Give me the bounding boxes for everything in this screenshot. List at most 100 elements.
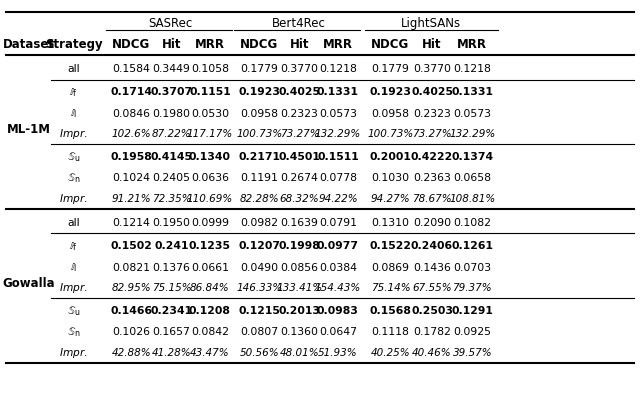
Text: 0.1657: 0.1657: [152, 327, 191, 337]
Text: MRR: MRR: [458, 38, 487, 51]
Text: LightSANs: LightSANs: [401, 16, 461, 30]
Text: 0.0982: 0.0982: [240, 218, 278, 228]
Text: 75.15%: 75.15%: [152, 283, 191, 293]
Text: 0.0778: 0.0778: [319, 173, 357, 183]
Text: 41.28%: 41.28%: [152, 348, 191, 358]
Text: 72.35%: 72.35%: [152, 194, 191, 204]
Text: 0.1151: 0.1151: [189, 88, 231, 97]
Text: 0.0999: 0.0999: [191, 218, 229, 228]
Text: 42.88%: 42.88%: [111, 348, 151, 358]
Text: 82.28%: 82.28%: [239, 194, 279, 204]
Text: 0.1466: 0.1466: [110, 306, 152, 316]
Text: Hit: Hit: [162, 38, 181, 51]
Text: all: all: [67, 64, 80, 74]
Text: 154.43%: 154.43%: [315, 283, 361, 293]
Text: 0.2341: 0.2341: [150, 306, 193, 316]
Text: 0.0703: 0.0703: [453, 263, 492, 272]
Text: 0.1779: 0.1779: [240, 64, 278, 74]
Text: Dataset: Dataset: [3, 38, 55, 51]
Text: 0.241: 0.241: [154, 241, 189, 251]
Text: 75.14%: 75.14%: [371, 283, 410, 293]
Text: 0.0983: 0.0983: [317, 306, 359, 316]
Text: 94.22%: 94.22%: [318, 194, 358, 204]
Text: 0.1218: 0.1218: [319, 64, 357, 74]
Text: 43.47%: 43.47%: [190, 348, 230, 358]
Text: 0.1235: 0.1235: [189, 241, 231, 251]
Text: $\mathbb{S}_{\mathrm{n}}$: $\mathbb{S}_{\mathrm{n}}$: [67, 171, 80, 185]
Text: 110.69%: 110.69%: [187, 194, 233, 204]
Text: 0.1191: 0.1191: [240, 173, 278, 183]
Text: NDCG: NDCG: [112, 38, 150, 51]
Text: Hit: Hit: [422, 38, 442, 51]
Text: 0.2363: 0.2363: [413, 173, 451, 183]
Text: 0.0661: 0.0661: [191, 263, 229, 272]
Text: 0.0925: 0.0925: [453, 327, 492, 337]
Text: 108.81%: 108.81%: [449, 194, 495, 204]
Text: 0.1779: 0.1779: [371, 64, 410, 74]
Text: 0.0658: 0.0658: [453, 173, 492, 183]
Text: 67.55%: 67.55%: [412, 283, 452, 293]
Text: 0.1331: 0.1331: [317, 88, 359, 97]
Text: 68.32%: 68.32%: [280, 194, 319, 204]
Text: 0.2674: 0.2674: [280, 173, 319, 183]
Text: 0.1214: 0.1214: [112, 218, 150, 228]
Text: 0.0977: 0.0977: [317, 241, 359, 251]
Text: MRR: MRR: [195, 38, 225, 51]
Text: 0.1374: 0.1374: [451, 152, 493, 162]
Text: 0.1923: 0.1923: [238, 88, 280, 97]
Text: 0.1331: 0.1331: [451, 88, 493, 97]
Text: 0.0490: 0.0490: [240, 263, 278, 272]
Text: 86.84%: 86.84%: [190, 283, 230, 293]
Text: 40.46%: 40.46%: [412, 348, 452, 358]
Text: 0.2013: 0.2013: [278, 306, 321, 316]
Text: 0.1980: 0.1980: [152, 109, 191, 119]
Text: Hit: Hit: [290, 38, 309, 51]
Text: 40.25%: 40.25%: [371, 348, 410, 358]
Text: 73.27%: 73.27%: [280, 129, 319, 139]
Text: 0.0573: 0.0573: [319, 109, 357, 119]
Text: 0.2323: 0.2323: [413, 109, 451, 119]
Text: 0.2405: 0.2405: [152, 173, 191, 183]
Text: 0.3449: 0.3449: [152, 64, 191, 74]
Text: 0.1024: 0.1024: [112, 173, 150, 183]
Text: $\mathbb{I}_{\mathrm{f}}$: $\mathbb{I}_{\mathrm{f}}$: [69, 240, 78, 253]
Text: Strategy: Strategy: [45, 38, 102, 51]
Text: 0.4025: 0.4025: [278, 88, 321, 97]
Text: $\mathbb{S}_{\mathrm{n}}$: $\mathbb{S}_{\mathrm{n}}$: [67, 325, 80, 339]
Text: 0.2503: 0.2503: [411, 306, 453, 316]
Text: 78.67%: 78.67%: [412, 194, 452, 204]
Text: 50.56%: 50.56%: [239, 348, 279, 358]
Text: 51.93%: 51.93%: [318, 348, 358, 358]
Text: NDCG: NDCG: [371, 38, 410, 51]
Text: 0.1261: 0.1261: [451, 241, 493, 251]
Text: 0.1340: 0.1340: [189, 152, 231, 162]
Text: $Impr.$: $Impr.$: [59, 127, 88, 141]
Text: 117.17%: 117.17%: [187, 129, 233, 139]
Text: 0.1082: 0.1082: [453, 218, 492, 228]
Text: 0.4025: 0.4025: [411, 88, 453, 97]
Text: 100.73%: 100.73%: [367, 129, 413, 139]
Text: 0.0958: 0.0958: [371, 109, 410, 119]
Text: 0.1030: 0.1030: [371, 173, 410, 183]
Text: $\mathbb{I}_{\mathrm{l}}$: $\mathbb{I}_{\mathrm{l}}$: [70, 261, 77, 274]
Text: 73.27%: 73.27%: [412, 129, 452, 139]
Text: 0.1215: 0.1215: [238, 306, 280, 316]
Text: 0.1998: 0.1998: [278, 241, 321, 251]
Text: $\mathbb{I}_{\mathrm{f}}$: $\mathbb{I}_{\mathrm{f}}$: [69, 86, 78, 99]
Text: $\mathbb{I}_{\mathrm{l}}$: $\mathbb{I}_{\mathrm{l}}$: [70, 107, 77, 120]
Text: 0.4145: 0.4145: [150, 152, 193, 162]
Text: 132.29%: 132.29%: [449, 129, 495, 139]
Text: 0.1208: 0.1208: [189, 306, 231, 316]
Text: 0.1950: 0.1950: [152, 218, 191, 228]
Text: 91.21%: 91.21%: [111, 194, 151, 204]
Text: 0.0856: 0.0856: [280, 263, 319, 272]
Text: 0.0573: 0.0573: [453, 109, 492, 119]
Text: 0.1714: 0.1714: [110, 88, 152, 97]
Text: 0.1436: 0.1436: [413, 263, 451, 272]
Text: 0.2406: 0.2406: [411, 241, 453, 251]
Text: 0.0807: 0.0807: [240, 327, 278, 337]
Text: 0.1522: 0.1522: [369, 241, 412, 251]
Text: 132.29%: 132.29%: [315, 129, 361, 139]
Text: $Impr.$: $Impr.$: [59, 192, 88, 206]
Text: 0.1511: 0.1511: [317, 152, 359, 162]
